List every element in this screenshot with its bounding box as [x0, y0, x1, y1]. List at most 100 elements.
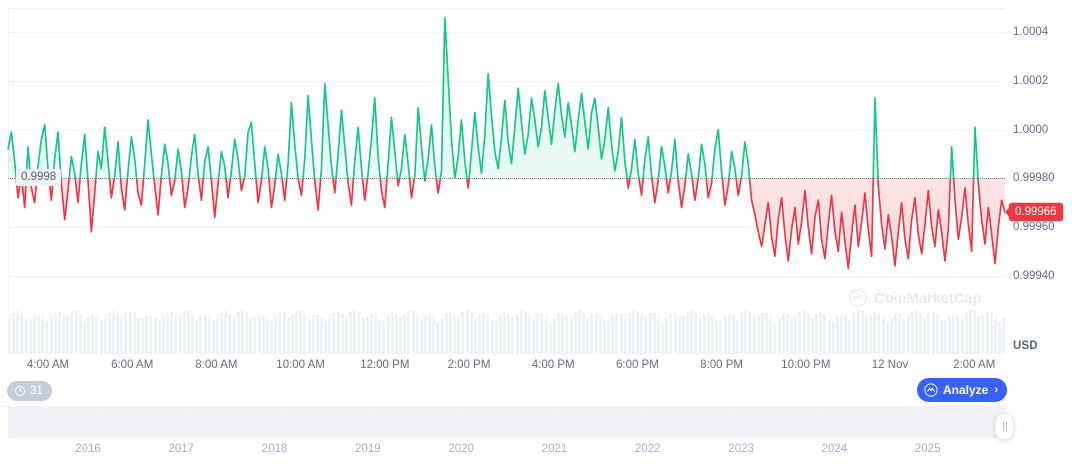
volume-bar [211, 320, 215, 354]
volume-bar [873, 312, 877, 354]
volume-bar [399, 317, 403, 354]
volume-bar [756, 316, 760, 354]
volume-bar [960, 318, 964, 354]
navigator-divider [189, 407, 191, 416]
volume-bar [232, 317, 236, 354]
y-axis-tick-label: 1.0000 [1013, 123, 1049, 136]
analyze-button[interactable]: Analyze › [917, 378, 1008, 402]
volume-bar [353, 310, 357, 354]
volume-bar [461, 311, 465, 354]
volume-bar [565, 315, 569, 354]
range-navigator[interactable] [8, 407, 1005, 438]
y-axis-tick-label: 0.99940 [1013, 269, 1055, 282]
volume-bar [669, 313, 673, 354]
x-axis-tick-label: 10:00 AM [276, 359, 325, 371]
volume-bar [199, 315, 203, 354]
volume-bar [32, 315, 36, 354]
volume-bar [948, 315, 952, 354]
volume-bar [132, 312, 136, 354]
handle-grip-bar [1002, 422, 1004, 431]
volume-bar [544, 317, 548, 354]
volume-bar [790, 316, 794, 354]
volume-bar [598, 314, 602, 354]
volume-bar [457, 316, 461, 354]
navigator-divider [823, 407, 825, 416]
navigator-divider [551, 407, 553, 416]
chart-plot-area[interactable]: 0.9998 CoinMarketCap [0, 0, 1005, 354]
volume-bar [656, 317, 660, 354]
datapoint-count-badge[interactable]: 31 [7, 381, 52, 401]
volume-bar [557, 313, 561, 354]
volume-bar [216, 317, 219, 354]
volume-bar [640, 315, 644, 354]
volume-bar [286, 316, 290, 354]
volume-bar [623, 318, 627, 354]
navigator-tick-label: 2019 [355, 443, 381, 455]
volume-bar [473, 318, 477, 354]
volume-bar [840, 313, 843, 354]
x-axis-tick-label: 8:00 AM [195, 359, 238, 371]
volume-bar [349, 312, 353, 354]
volume-bar [902, 317, 906, 354]
volume-bar [636, 310, 640, 354]
volume-bar [124, 312, 128, 354]
volume-bar [178, 314, 182, 354]
volume-bar [432, 317, 436, 354]
navigator-divider [914, 407, 915, 416]
volume-bar [478, 315, 482, 354]
volume-bar [95, 316, 99, 354]
volume-bar [781, 314, 785, 354]
volume-bar [378, 319, 382, 354]
volume-bar [249, 317, 253, 354]
gridline [8, 81, 1005, 82]
volume-bar [149, 316, 153, 354]
volume-bar [453, 315, 457, 354]
volume-bar [299, 310, 303, 354]
volume-bar [311, 315, 315, 354]
volume-bar [989, 312, 993, 354]
volume-bar [245, 312, 249, 354]
volume-bar [290, 314, 294, 354]
volume-bar [773, 323, 777, 354]
volume-bar [690, 310, 694, 354]
volume-bar [207, 317, 211, 354]
volume-bar [41, 317, 45, 354]
volume-bar [548, 322, 552, 354]
volume-bar [594, 313, 598, 354]
volume-bar [191, 314, 195, 354]
volume-bar [419, 318, 423, 354]
volume-bar [315, 314, 319, 354]
volume-bar [37, 315, 41, 354]
volume-bar [161, 314, 165, 354]
plot-top-border [8, 8, 1005, 9]
volume-bar [923, 317, 927, 354]
volume-bar [523, 310, 527, 354]
volume-bar [224, 311, 228, 354]
volume-bar [769, 316, 773, 354]
volume-bar [864, 315, 868, 354]
volume-bar [910, 311, 914, 354]
volume-bar [748, 311, 752, 354]
volume-bar [369, 314, 373, 354]
volume-bar [998, 321, 1002, 354]
volume-bar [486, 315, 490, 354]
volume-bar [99, 319, 103, 354]
volume-bar [295, 310, 299, 354]
volume-bar [66, 315, 70, 354]
volume-bar [935, 314, 939, 354]
navigator-right-handle[interactable] [995, 413, 1014, 440]
volume-bar [424, 314, 427, 354]
volume-bar [973, 311, 977, 354]
volume-bar [145, 315, 149, 354]
clock-icon [15, 386, 25, 396]
volume-bar [53, 311, 57, 354]
volume-bar [361, 317, 365, 354]
analyze-button-label: Analyze [943, 383, 989, 397]
volume-bar [253, 317, 257, 354]
volume-bar [494, 321, 498, 354]
volume-bar [128, 310, 132, 354]
volume-bar [174, 316, 178, 354]
volume-bar [112, 311, 115, 354]
volume-bar [120, 317, 124, 354]
volume-bar [324, 321, 328, 354]
